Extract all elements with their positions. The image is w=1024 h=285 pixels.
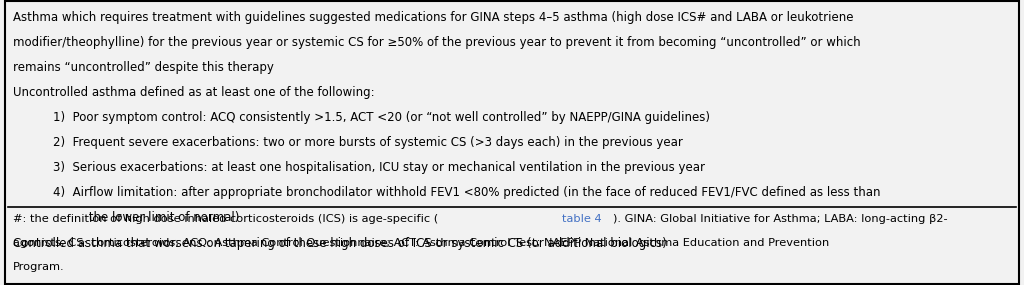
Text: 4)  Airflow limitation: after appropriate bronchodilator withhold FEV1 <80% pred: 4) Airflow limitation: after appropriate… (53, 186, 881, 200)
Text: #: the definition of high dose inhaled corticosteroids (ICS) is age-specific (: #: the definition of high dose inhaled c… (13, 214, 438, 224)
Text: Program.: Program. (13, 262, 65, 272)
Text: agonists; CS: corticosteroids; ACQ: Asthma Control Questionnaire; ACT: Asthma Co: agonists; CS: corticosteroids; ACQ: Asth… (13, 238, 829, 248)
Text: table 4: table 4 (562, 214, 602, 224)
Text: 1)  Poor symptom control: ACQ consistently >1.5, ACT <20 (or “not well controlle: 1) Poor symptom control: ACQ consistentl… (53, 111, 711, 124)
Text: 2)  Frequent severe exacerbations: two or more bursts of systemic CS (>3 days ea: 2) Frequent severe exacerbations: two or… (53, 136, 683, 149)
Text: ). GINA: Global Initiative for Asthma; LABA: long-acting β2-: ). GINA: Global Initiative for Asthma; L… (613, 214, 948, 224)
Text: Controlled asthma that worsens on tapering of these high doses of ICS or systemi: Controlled asthma that worsens on taperi… (13, 237, 667, 250)
Text: the lower limit of normal): the lower limit of normal) (70, 211, 239, 225)
Text: Uncontrolled asthma defined as at least one of the following:: Uncontrolled asthma defined as at least … (13, 86, 375, 99)
Text: Asthma which requires treatment with guidelines suggested medications for GINA s: Asthma which requires treatment with gui… (13, 11, 854, 24)
Text: remains “uncontrolled” despite this therapy: remains “uncontrolled” despite this ther… (13, 61, 274, 74)
FancyBboxPatch shape (5, 1, 1019, 284)
Text: modifier/theophylline) for the previous year or systemic CS for ≥50% of the prev: modifier/theophylline) for the previous … (13, 36, 861, 49)
Text: 3)  Serious exacerbations: at least one hospitalisation, ICU stay or mechanical : 3) Serious exacerbations: at least one h… (53, 161, 706, 174)
